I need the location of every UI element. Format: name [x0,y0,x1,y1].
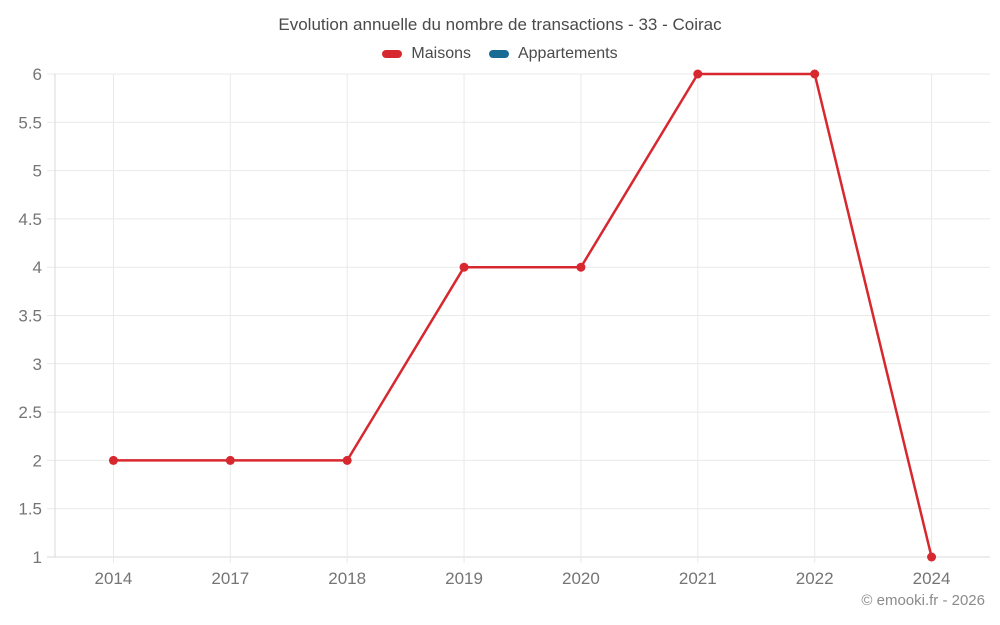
y-axis-tick-label: 6 [33,65,42,84]
data-point-maisons-2024[interactable] [927,552,937,562]
watermark: © emooki.fr - 2026 [861,592,985,609]
legend-label-maisons: Maisons [411,45,471,62]
x-axis-tick-label: 2021 [679,569,717,588]
data-point-maisons-2019[interactable] [459,262,469,272]
data-point-maisons-2022[interactable] [810,69,820,79]
y-axis-tick-label: 4 [33,258,42,277]
legend-label-appartements: Appartements [517,45,618,62]
x-axis-tick-label: 2024 [913,569,951,588]
x-axis-tick-label: 2020 [562,569,600,588]
x-axis-tick-label: 2014 [95,569,133,588]
y-axis-tick-label: 1 [33,548,42,567]
legend-swatch-appartements-icon [488,50,509,58]
x-axis-tick-label: 2022 [796,569,834,588]
x-axis-tick-label: 2018 [328,569,366,588]
data-point-maisons-2017[interactable] [225,455,235,465]
legend-item-appartements[interactable]: Appartements [488,45,618,63]
series-line-maisons [113,72,933,558]
y-axis-tick-label: 1.5 [18,500,42,519]
chart-title: Evolution annuelle du nombre de transact… [278,15,722,34]
data-point-maisons-2020[interactable] [576,262,586,272]
data-point-maisons-2021[interactable] [693,69,703,79]
y-axis-tick-label: 5.5 [18,113,42,132]
x-axis-tick-label: 2017 [211,569,249,588]
data-point-maisons-2014[interactable] [108,455,118,465]
y-axis-tick-label: 2 [33,451,42,470]
x-axis-tick-label: 2019 [445,569,483,588]
y-axis-tick-label: 3.5 [18,307,42,326]
y-axis-tick-label: 4.5 [18,210,42,229]
y-axis-tick-label: 2.5 [18,403,42,422]
y-axis-tick-label: 3 [33,355,42,374]
y-axis-tick-label: 5 [33,162,42,181]
legend-item-maisons[interactable]: Maisons [382,45,471,63]
chart-legend: Maisons Appartements [0,45,1000,63]
data-point-maisons-2018[interactable] [342,455,352,465]
legend-swatch-maisons-icon [382,50,403,58]
